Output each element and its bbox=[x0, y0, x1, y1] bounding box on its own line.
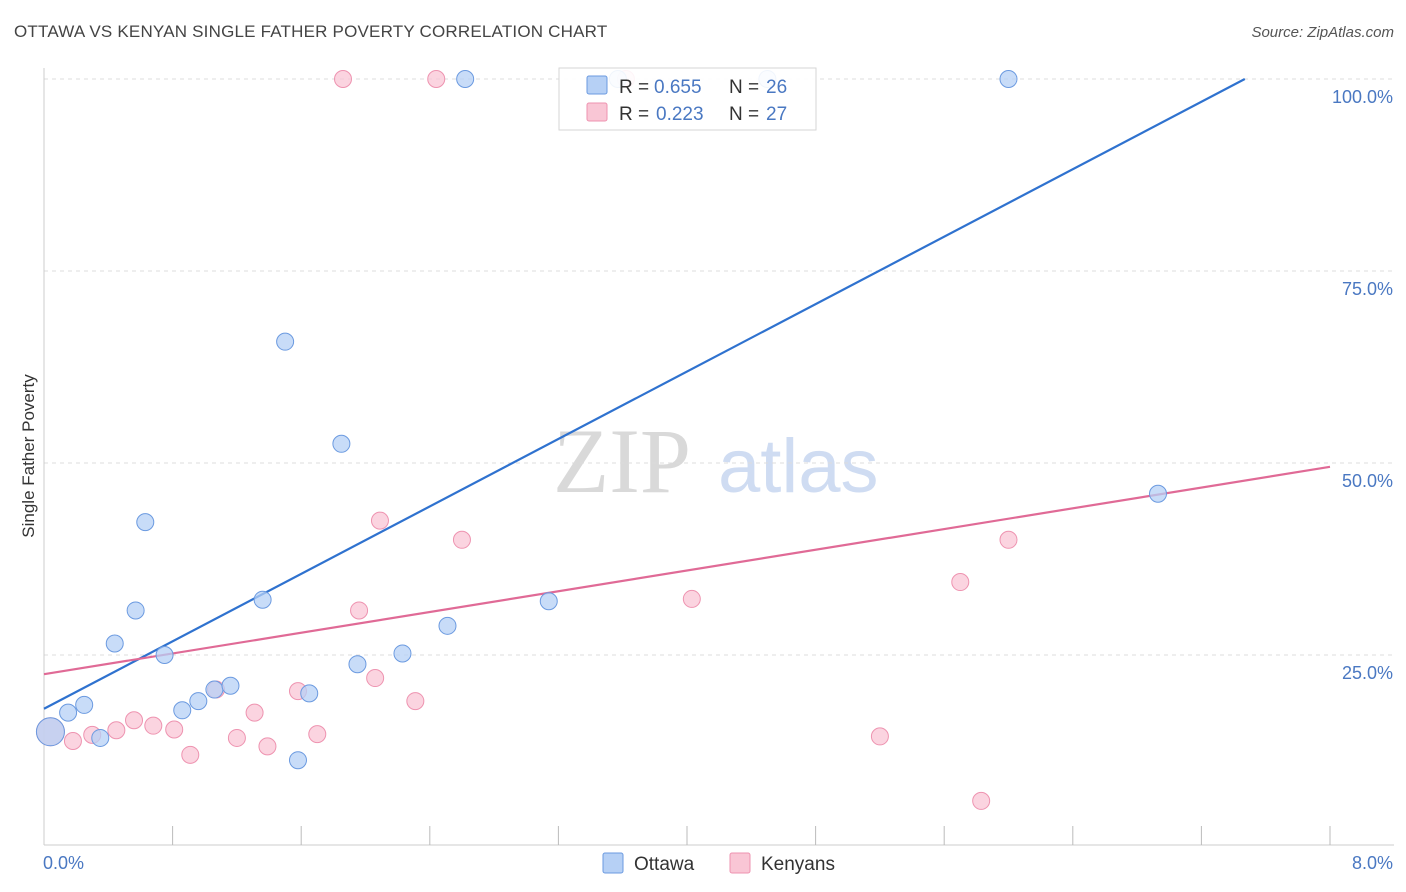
bottom-legend-swatch-kenyans bbox=[729, 852, 751, 874]
legend-n-label-kenyans: N = bbox=[729, 104, 759, 125]
bottom-legend-label-ottawa: Ottawa bbox=[634, 854, 695, 875]
point-ottawa bbox=[75, 695, 94, 714]
legend-swatch-ottawa bbox=[586, 75, 608, 95]
point-ottawa bbox=[173, 701, 192, 720]
point-kenyans bbox=[125, 711, 144, 730]
point-kenyans bbox=[227, 728, 246, 747]
point-ottawa bbox=[35, 717, 65, 747]
point-kenyans bbox=[870, 727, 889, 746]
point-ottawa bbox=[438, 616, 457, 635]
point-kenyans bbox=[972, 791, 991, 810]
point-ottawa bbox=[288, 751, 307, 770]
point-kenyans bbox=[682, 589, 701, 608]
point-ottawa bbox=[999, 70, 1018, 88]
legend-r-label-ottawa: R = bbox=[619, 77, 649, 98]
watermark-atlas: atlas bbox=[718, 424, 879, 509]
point-ottawa bbox=[59, 703, 78, 722]
y-axis-tick-labels: 25.0% 50.0% 75.0% 100.0% bbox=[1332, 87, 1393, 683]
point-ottawa bbox=[300, 684, 319, 703]
point-ottawa bbox=[539, 592, 558, 611]
point-ottawa bbox=[205, 680, 224, 699]
point-kenyans bbox=[107, 721, 126, 740]
axes bbox=[43, 68, 1394, 846]
legend-n-value-ottawa: 26 bbox=[766, 77, 787, 98]
legend-n-value-kenyans: 27 bbox=[766, 104, 787, 125]
point-kenyans bbox=[350, 601, 369, 620]
point-ottawa bbox=[91, 728, 110, 747]
point-kenyans bbox=[999, 530, 1018, 549]
gridlines bbox=[44, 78, 1394, 656]
scatter-points bbox=[35, 70, 1167, 810]
x-tick-label: 0.0% bbox=[43, 853, 84, 873]
point-kenyans bbox=[181, 745, 200, 764]
watermark-zip: ZIP bbox=[553, 410, 691, 512]
point-kenyans bbox=[951, 573, 970, 592]
point-ottawa bbox=[155, 646, 174, 664]
bottom-legend-swatch-ottawa bbox=[602, 852, 624, 874]
legend-swatch-kenyans bbox=[586, 102, 608, 122]
trend-line-ottawa bbox=[43, 78, 1246, 710]
trend-lines bbox=[43, 78, 1331, 710]
legend-n-label-ottawa: N = bbox=[729, 77, 759, 98]
point-ottawa bbox=[1148, 484, 1167, 503]
point-ottawa bbox=[456, 70, 475, 88]
point-kenyans bbox=[427, 70, 446, 88]
chart-source: Source: ZipAtlas.com bbox=[1251, 24, 1394, 41]
y-tick-label: 25.0% bbox=[1342, 663, 1393, 683]
point-kenyans bbox=[333, 70, 352, 88]
x-axis-ticks bbox=[172, 826, 1331, 845]
point-ottawa bbox=[221, 676, 240, 695]
bottom-legend-label-kenyans: Kenyans bbox=[761, 854, 835, 875]
legend-r-value-kenyans: 0.223 bbox=[656, 104, 704, 125]
y-tick-label: 75.0% bbox=[1342, 279, 1393, 299]
trend-line-kenyans bbox=[43, 465, 1331, 676]
point-ottawa bbox=[348, 655, 367, 674]
point-kenyans bbox=[245, 703, 264, 722]
y-axis-label: Single Father Poverty bbox=[19, 374, 38, 538]
point-kenyans bbox=[258, 737, 277, 756]
point-ottawa bbox=[276, 332, 295, 351]
point-kenyans bbox=[63, 732, 82, 751]
point-kenyans bbox=[165, 720, 184, 739]
series-legend: Ottawa Kenyans bbox=[602, 852, 835, 875]
point-ottawa bbox=[189, 692, 208, 711]
point-kenyans bbox=[308, 725, 327, 744]
chart-title: OTTAWA VS KENYAN SINGLE FATHER POVERTY C… bbox=[14, 22, 608, 41]
y-tick-label: 100.0% bbox=[1332, 87, 1393, 107]
point-kenyans bbox=[144, 716, 163, 735]
point-kenyans bbox=[406, 692, 425, 711]
point-kenyans bbox=[370, 511, 389, 530]
point-kenyans bbox=[452, 530, 471, 549]
point-ottawa bbox=[393, 644, 412, 663]
point-ottawa bbox=[105, 634, 124, 653]
legend-r-value-ottawa: 0.655 bbox=[654, 77, 702, 98]
stats-legend: R = 0.655 N = 26 R = 0.223 N = 27 bbox=[558, 67, 817, 131]
point-ottawa bbox=[253, 590, 272, 609]
x-tick-label: 8.0% bbox=[1352, 853, 1393, 873]
x-axis-tick-labels: 0.0% 8.0% bbox=[43, 853, 1393, 873]
point-ottawa bbox=[332, 434, 351, 453]
point-ottawa bbox=[126, 601, 145, 620]
y-tick-label: 50.0% bbox=[1342, 471, 1393, 491]
legend-r-label-kenyans: R = bbox=[619, 104, 649, 125]
point-kenyans bbox=[366, 669, 385, 688]
point-ottawa bbox=[136, 513, 155, 532]
